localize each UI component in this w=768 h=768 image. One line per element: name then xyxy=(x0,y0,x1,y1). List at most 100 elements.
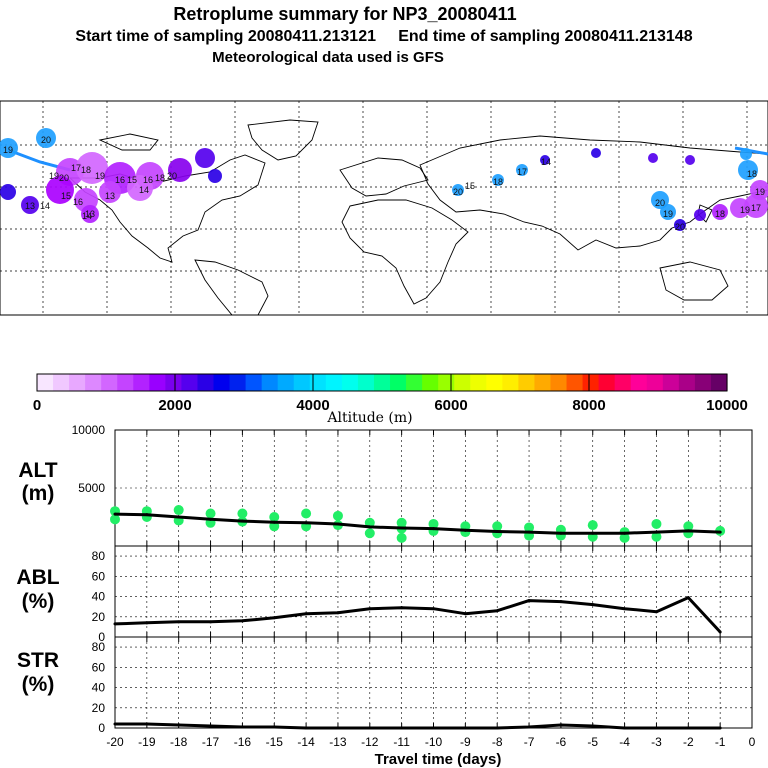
map-plume-label: 15 xyxy=(465,181,475,191)
str-data-point xyxy=(559,723,563,727)
alt-data-point xyxy=(336,522,340,526)
y-tick-label: 60 xyxy=(92,569,106,583)
map-plume-label: 14 xyxy=(541,157,551,167)
map-plume-label: 19 xyxy=(740,205,750,215)
map-plume-point xyxy=(712,204,728,220)
x-tick-label: -4 xyxy=(619,735,630,749)
abl-data-point xyxy=(209,620,213,624)
colorbar-cell xyxy=(454,374,471,391)
x-tick-label: -12 xyxy=(361,735,379,749)
colorbar-tick-label: 0 xyxy=(33,397,41,414)
colorbar-tick-label: 10000 xyxy=(706,397,748,414)
abl-data-point xyxy=(495,609,499,613)
str-data-point xyxy=(400,726,404,730)
map-graticule xyxy=(0,101,768,315)
str-data-point xyxy=(368,726,372,730)
map-coastline xyxy=(659,261,729,301)
map-plume-point xyxy=(651,191,669,209)
str-panel-unit: (%) xyxy=(22,673,55,696)
map-plume-label: 20 xyxy=(675,222,685,232)
abl-data-point xyxy=(654,610,658,614)
colorbar-cell xyxy=(101,374,118,391)
alt-data-point xyxy=(209,517,213,521)
abl-series-line xyxy=(114,596,722,633)
alt-data-point xyxy=(686,529,690,533)
str-data-point xyxy=(432,726,435,730)
alt-data-point xyxy=(400,526,404,530)
alt-scatter-point xyxy=(110,514,120,525)
str-data-point xyxy=(591,724,595,728)
colorbar-cell xyxy=(197,374,215,391)
map-plume-point xyxy=(46,176,74,204)
map-plume-point xyxy=(127,175,153,201)
colorbar-cell xyxy=(422,374,439,391)
colorbar-cell xyxy=(582,374,600,391)
colorbar-cell xyxy=(133,374,150,391)
str-data-point xyxy=(240,725,244,729)
colorbar-cell xyxy=(181,374,199,391)
map-plume-point xyxy=(516,164,528,176)
y-tick-label: 80 xyxy=(92,549,106,563)
map-plume-label: 15 xyxy=(61,191,71,201)
colorbar-cell xyxy=(406,374,423,391)
map-plume-point xyxy=(36,128,56,148)
colorbar-cell xyxy=(646,374,664,391)
sampling-time-line: Start time of sampling 20080411.213121 E… xyxy=(75,28,692,45)
x-tick-label: -1 xyxy=(715,735,726,749)
colorbar-cell xyxy=(614,374,632,391)
x-tick-label: -17 xyxy=(202,735,220,749)
map-plume-point xyxy=(694,209,706,221)
map-plume-label: 13 xyxy=(25,201,35,211)
x-tick-label: -13 xyxy=(329,735,347,749)
x-tick-label: -20 xyxy=(106,735,124,749)
map-plume-point xyxy=(744,194,768,218)
abl-data-point xyxy=(240,619,244,623)
colorbar-cell xyxy=(694,374,712,391)
str-data-point xyxy=(145,722,149,726)
y-tick-label: 40 xyxy=(92,590,106,604)
x-tick-label: -9 xyxy=(460,735,471,749)
colorbar-cell xyxy=(277,374,295,391)
x-tick-label: -5 xyxy=(587,735,598,749)
alt-data-point xyxy=(113,512,117,516)
colorbar-cell xyxy=(85,374,102,391)
map-plume-label: 19 xyxy=(95,171,105,181)
map-plume-point xyxy=(591,148,601,158)
alt-data-point xyxy=(432,527,435,531)
map-coastline xyxy=(194,259,269,316)
map-plume-label: 20 xyxy=(59,173,69,183)
str-data-point xyxy=(113,722,117,726)
abl-panel: 0 20 40 60 80 xyxy=(92,545,753,644)
map-plume-point xyxy=(81,205,99,223)
map-plume-track xyxy=(734,146,768,156)
str-data-point xyxy=(177,723,181,727)
y-tick-label: 60 xyxy=(92,660,106,674)
colorbar-cell xyxy=(518,374,536,391)
map-plume-label: 20 xyxy=(453,187,463,197)
figure-title: Retroplume summary for NP3_20080411 xyxy=(173,4,516,24)
x-tick-label: -19 xyxy=(138,735,156,749)
map-plume-label: 15 xyxy=(127,175,137,185)
str-data-point xyxy=(718,726,722,730)
alt-scatter-point xyxy=(364,528,375,539)
colorbar-cell xyxy=(710,374,728,391)
abl-data-point xyxy=(591,603,595,607)
alt-scatter-point xyxy=(205,508,216,519)
map-plume-label: 18 xyxy=(715,209,725,219)
alt-scatter-point xyxy=(396,532,407,543)
colorbar-cell xyxy=(470,374,487,391)
map-frame xyxy=(0,100,768,316)
map-plume-label: 17 xyxy=(751,203,761,213)
map-plume-label: 19 xyxy=(49,171,59,181)
map-plume-label: 14 xyxy=(139,185,149,195)
map-plume-label: 20 xyxy=(41,135,51,145)
map-plume-label: 19 xyxy=(3,145,13,155)
map-plume-label: 16 xyxy=(115,175,125,185)
alt-scatter-point xyxy=(173,505,184,516)
abl-data-point xyxy=(272,616,276,620)
map-plume-point xyxy=(168,158,192,182)
str-series-line xyxy=(115,722,721,730)
colorbar-cell xyxy=(598,374,616,391)
colorbar-cell xyxy=(502,374,519,391)
